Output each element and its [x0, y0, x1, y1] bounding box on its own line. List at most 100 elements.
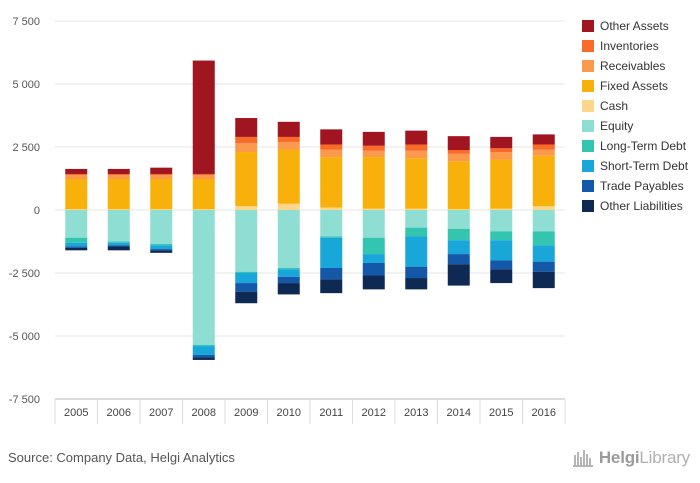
- bar-segment-inventories: [320, 144, 343, 150]
- bar-segment-trade-payables: [107, 245, 130, 247]
- bar-segment-long-term-debt: [107, 241, 130, 243]
- bar-segment-cash: [107, 209, 130, 210]
- bar-segment-other-assets: [490, 136, 513, 149]
- bar-segment-trade-payables: [362, 262, 385, 276]
- bar-segment-fixed-assets: [362, 157, 385, 209]
- bar-segment-long-term-debt: [150, 244, 173, 246]
- legend-swatch: [582, 120, 594, 132]
- x-tick-label: 2009: [234, 407, 258, 419]
- y-tick-label: 5 000: [12, 79, 40, 91]
- bar-segment-fixed-assets: [490, 159, 513, 209]
- legend-item: Receivables: [582, 56, 698, 76]
- legend-label: Short-Term Debt: [600, 159, 689, 173]
- bar-segment-fixed-assets: [447, 161, 470, 210]
- brand-name: Helgi: [598, 448, 640, 467]
- bar-segment-inventories: [447, 150, 470, 154]
- legend-label: Equity: [600, 119, 634, 133]
- bar-segment-trade-payables: [150, 249, 173, 251]
- x-tick-label: 2014: [447, 407, 471, 419]
- bar-segment-trade-payables: [490, 260, 513, 270]
- bar-segment-trade-payables: [532, 261, 555, 272]
- y-tick-label: -5 000: [9, 331, 40, 343]
- bar-segment-equity: [362, 210, 385, 238]
- bar-segment-other-assets: [320, 129, 343, 145]
- bar-segment-equity: [490, 210, 513, 232]
- legend-item: Equity: [582, 116, 698, 136]
- bar-segment-fixed-assets: [192, 179, 215, 210]
- bar-segment-cash: [320, 207, 343, 210]
- legend-swatch: [582, 100, 594, 112]
- library-icon: [572, 450, 593, 467]
- bar-segment-fixed-assets: [320, 157, 343, 208]
- bar-segment-short-term-debt: [532, 245, 555, 262]
- y-tick-label: 7 500: [12, 16, 40, 28]
- x-tick-label: 2005: [64, 407, 88, 419]
- legend-label: Inventories: [600, 39, 659, 53]
- bar-segment-equity: [150, 210, 173, 245]
- x-tick-label: 2007: [149, 407, 173, 419]
- bar-segment-cash: [532, 206, 555, 210]
- bar-segment-short-term-debt: [277, 269, 300, 277]
- legend-swatch: [582, 80, 594, 92]
- x-tick-label: 2006: [107, 407, 131, 419]
- bar-segment-cash: [192, 209, 215, 210]
- bar-segment-fixed-assets: [65, 179, 88, 210]
- bar-segment-long-term-debt: [192, 344, 215, 347]
- bar-segment-long-term-debt: [65, 237, 88, 243]
- bar-segment-equity: [532, 210, 555, 232]
- bar-segment-inventories: [192, 173, 215, 176]
- bar-segment-receivables: [447, 153, 470, 162]
- bar-segment-trade-payables: [405, 266, 428, 279]
- legend-item: Trade Payables: [582, 176, 698, 196]
- bar-segment-receivables: [490, 152, 513, 160]
- source-note: Source: Company Data, Helgi Analytics: [8, 450, 235, 465]
- y-tick-label: -2 500: [9, 268, 40, 280]
- bar-segment-fixed-assets: [107, 179, 130, 210]
- bar-segment-trade-payables: [277, 276, 300, 284]
- legend-swatch: [582, 140, 594, 152]
- bar-segment-long-term-debt: [362, 237, 385, 255]
- bar-segment-other-assets: [150, 167, 173, 174]
- bar-segment-cash: [235, 206, 258, 210]
- bar-segment-other-liabilities: [107, 246, 130, 251]
- legend-swatch: [582, 20, 594, 32]
- bar-segment-equity: [192, 210, 215, 345]
- legend-swatch: [582, 60, 594, 72]
- bar-segment-cash: [277, 203, 300, 210]
- x-tick-label: 2015: [489, 407, 513, 419]
- bar-segment-cash: [405, 208, 428, 210]
- bar-segment-long-term-debt: [532, 231, 555, 246]
- bar-segment-other-liabilities: [405, 278, 428, 290]
- bar-segment-long-term-debt: [447, 228, 470, 241]
- legend-item: Cash: [582, 96, 698, 116]
- bar-segment-other-liabilities: [277, 283, 300, 295]
- x-tick-label: 2012: [362, 407, 386, 419]
- legend-item: Inventories: [582, 36, 698, 56]
- x-tick-label: 2016: [532, 407, 556, 419]
- legend: Other Assets Inventories Receivables Fixed …: [582, 16, 698, 216]
- bar-segment-cash: [447, 209, 470, 210]
- bar-segment-receivables: [362, 150, 385, 158]
- legend-label: Other Liabilities: [600, 199, 683, 213]
- bar-segment-inventories: [405, 144, 428, 151]
- bar-segment-other-assets: [277, 121, 300, 137]
- bar-segment-short-term-debt: [235, 273, 258, 284]
- bar-segment-equity: [65, 210, 88, 238]
- bar-segment-equity: [235, 210, 258, 272]
- bar-segment-receivables: [320, 149, 343, 158]
- legend-item: Other Assets: [582, 16, 698, 36]
- bar-segment-trade-payables: [320, 267, 343, 280]
- bar-segment-fixed-assets: [532, 155, 555, 207]
- bar-segment-other-liabilities: [150, 250, 173, 253]
- bar-segment-fixed-assets: [405, 158, 428, 209]
- legend-item: Fixed Assets: [582, 76, 698, 96]
- bar-segment-short-term-debt: [107, 242, 130, 246]
- bar-segment-inventories: [107, 173, 130, 176]
- bar-segment-receivables: [235, 143, 258, 153]
- legend-label: Other Assets: [600, 19, 669, 33]
- legend-swatch: [582, 40, 594, 52]
- bar-segment-cash: [490, 208, 513, 210]
- legend-label: Receivables: [600, 59, 666, 73]
- bar-segment-equity: [405, 210, 428, 228]
- bar-segment-other-assets: [65, 168, 88, 174]
